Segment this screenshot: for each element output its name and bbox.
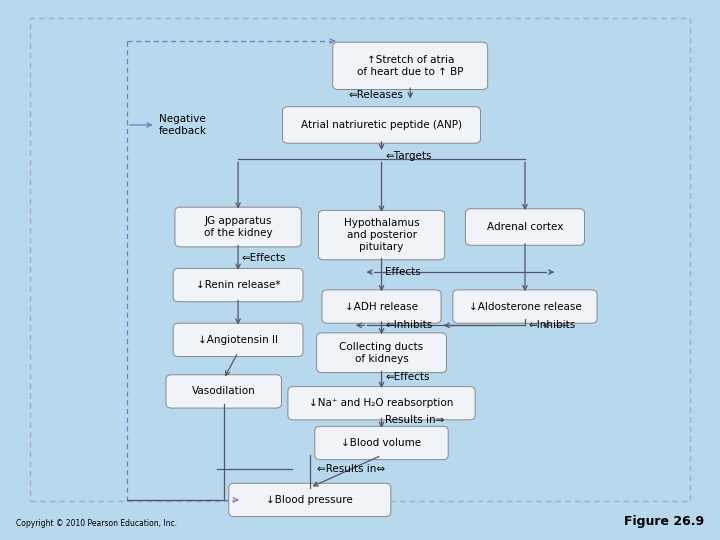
Text: Effects: Effects [385, 267, 421, 277]
FancyBboxPatch shape [166, 375, 282, 408]
FancyBboxPatch shape [288, 387, 475, 420]
Text: ⇐Inhibits: ⇐Inhibits [528, 320, 576, 330]
Text: ↑Stretch of atria
of heart due to ↑ BP: ↑Stretch of atria of heart due to ↑ BP [357, 55, 464, 77]
Text: ⇐Effects: ⇐Effects [385, 372, 430, 382]
Text: Copyright © 2010 Pearson Education, Inc.: Copyright © 2010 Pearson Education, Inc. [16, 519, 176, 528]
FancyBboxPatch shape [453, 290, 597, 323]
Text: Results in⇒: Results in⇒ [385, 415, 444, 426]
Text: ⇐Inhibits: ⇐Inhibits [385, 320, 432, 330]
FancyBboxPatch shape [174, 268, 303, 302]
Text: Vasodilation: Vasodilation [192, 387, 256, 396]
FancyBboxPatch shape [317, 333, 446, 373]
FancyBboxPatch shape [322, 290, 441, 323]
Text: Hypothalamus
and posterior
pituitary: Hypothalamus and posterior pituitary [343, 219, 419, 252]
FancyBboxPatch shape [174, 323, 303, 356]
Text: ↓Blood pressure: ↓Blood pressure [266, 495, 354, 505]
Text: Adrenal cortex: Adrenal cortex [487, 222, 563, 232]
Text: ↓Angiotensin II: ↓Angiotensin II [198, 335, 278, 345]
Text: ⇐Effects: ⇐Effects [242, 253, 286, 262]
Text: ↓Blood volume: ↓Blood volume [341, 438, 422, 448]
Text: JG apparatus
of the kidney: JG apparatus of the kidney [204, 216, 272, 238]
FancyBboxPatch shape [333, 42, 487, 90]
FancyBboxPatch shape [465, 209, 585, 245]
Text: ↓Aldosterone release: ↓Aldosterone release [469, 301, 581, 312]
Text: ↓ADH release: ↓ADH release [345, 301, 418, 312]
FancyBboxPatch shape [318, 211, 445, 260]
Text: Negative
feedback: Negative feedback [159, 114, 207, 136]
Text: ⇐Releases: ⇐Releases [348, 90, 403, 100]
Text: ↓Na⁺ and H₂O reabsorption: ↓Na⁺ and H₂O reabsorption [310, 398, 454, 408]
Text: Atrial natriuretic peptide (ANP): Atrial natriuretic peptide (ANP) [301, 120, 462, 130]
Text: ⇐Targets: ⇐Targets [385, 151, 431, 161]
FancyBboxPatch shape [30, 17, 690, 501]
Text: Figure 26.9: Figure 26.9 [624, 515, 704, 528]
FancyBboxPatch shape [229, 483, 391, 517]
Text: Collecting ducts
of kidneys: Collecting ducts of kidneys [339, 342, 423, 363]
Text: ⇐Results in⇔: ⇐Results in⇔ [317, 464, 385, 474]
Text: ↓Renin release*: ↓Renin release* [196, 280, 280, 290]
FancyBboxPatch shape [315, 427, 449, 460]
FancyBboxPatch shape [282, 107, 480, 143]
FancyBboxPatch shape [175, 207, 301, 247]
